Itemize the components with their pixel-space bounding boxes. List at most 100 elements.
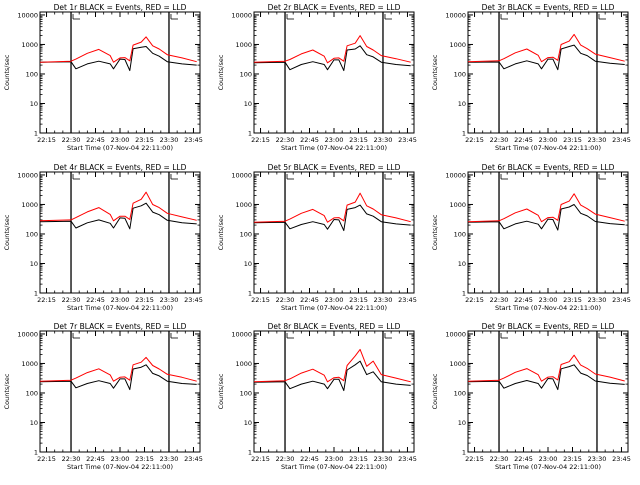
x-tick-label: 22:45 bbox=[514, 455, 533, 463]
x-tick-label: 23:00 bbox=[325, 455, 344, 463]
detector-chart: Det 6r BLACK = Events, RED = LLD Counts/s… bbox=[431, 163, 631, 312]
y-tick-label: 10 bbox=[458, 100, 466, 108]
y-tick-label: 1 bbox=[248, 130, 252, 138]
y-tick-label: 10 bbox=[30, 419, 38, 427]
x-tick-label: 22:30 bbox=[62, 136, 81, 144]
y-tick-label: 1000 bbox=[449, 41, 466, 49]
x-tick-label: 23:30 bbox=[374, 136, 393, 144]
events-series-line bbox=[39, 46, 197, 72]
y-tick-label: 100 bbox=[454, 389, 466, 397]
y-tick-label: 10000 bbox=[17, 11, 38, 19]
x-tick-label: 23:45 bbox=[612, 136, 631, 144]
plot-frame bbox=[253, 171, 415, 294]
x-tick-label: 22:45 bbox=[300, 296, 319, 304]
y-axis-label: Counts/sec bbox=[217, 54, 225, 90]
detector-chart: Det 8r BLACK = Events, RED = LLD Counts/s… bbox=[217, 322, 417, 471]
x-tick-label: 22:45 bbox=[86, 296, 105, 304]
y-tick-label: 10000 bbox=[17, 171, 38, 179]
plot-frame bbox=[39, 171, 201, 294]
x-tick-label: 22:15 bbox=[465, 296, 484, 304]
x-tick-label: 23:45 bbox=[398, 455, 417, 463]
x-tick-label: 22:45 bbox=[300, 455, 319, 463]
y-tick-label: 10 bbox=[458, 419, 466, 427]
x-axis-label: Start Time (07-Nov-04 22:11:00) bbox=[67, 463, 173, 471]
lld-series-line bbox=[467, 354, 625, 382]
x-tick-label: 23:45 bbox=[612, 455, 631, 463]
events-series-line bbox=[253, 204, 411, 232]
x-tick-label: 23:00 bbox=[325, 136, 344, 144]
y-axis-label: Counts/sec bbox=[431, 214, 439, 250]
x-tick-label: 23:00 bbox=[539, 455, 558, 463]
y-tick-label: 10000 bbox=[445, 171, 466, 179]
events-series-line bbox=[467, 364, 625, 391]
y-tick-label: 100 bbox=[240, 230, 252, 238]
x-tick-label: 22:45 bbox=[514, 296, 533, 304]
x-tick-label: 22:15 bbox=[465, 455, 484, 463]
y-tick-label: 1 bbox=[34, 449, 38, 457]
x-tick-label: 23:00 bbox=[111, 296, 130, 304]
lld-series-line bbox=[39, 356, 197, 382]
plot-frame bbox=[467, 11, 629, 134]
events-series-line bbox=[39, 364, 197, 391]
x-axis-label: Start Time (07-Nov-04 22:11:00) bbox=[495, 463, 601, 471]
chart-title: Det 2r BLACK = Events, RED = LLD bbox=[268, 3, 401, 12]
chart-title: Det 5r BLACK = Events, RED = LLD bbox=[268, 163, 401, 172]
y-tick-label: 1 bbox=[462, 130, 466, 138]
detector-chart: Det 3r BLACK = Events, RED = LLD Counts/s… bbox=[431, 3, 631, 152]
lld-series-line bbox=[467, 33, 625, 63]
x-tick-label: 22:45 bbox=[86, 136, 105, 144]
lld-series-line bbox=[253, 348, 411, 383]
plot-frame bbox=[467, 330, 629, 453]
events-series-line bbox=[253, 45, 411, 72]
y-tick-label: 1000 bbox=[21, 201, 38, 209]
x-tick-label: 22:45 bbox=[86, 455, 105, 463]
y-tick-label: 1000 bbox=[21, 360, 38, 368]
detector-chart: Det 7r BLACK = Events, RED = LLD Counts/s… bbox=[3, 322, 203, 471]
plot-frame bbox=[39, 330, 201, 453]
x-tick-label: 23:15 bbox=[135, 136, 154, 144]
y-tick-label: 10000 bbox=[445, 330, 466, 338]
y-tick-label: 100 bbox=[240, 70, 252, 78]
x-tick-label: 22:30 bbox=[62, 455, 81, 463]
x-tick-label: 23:15 bbox=[135, 455, 154, 463]
x-axis-label: Start Time (07-Nov-04 22:11:00) bbox=[67, 304, 173, 312]
y-tick-label: 100 bbox=[26, 230, 38, 238]
y-tick-label: 10000 bbox=[231, 171, 252, 179]
y-tick-label: 10000 bbox=[231, 330, 252, 338]
events-series-line bbox=[467, 204, 625, 231]
x-tick-label: 23:15 bbox=[563, 136, 582, 144]
y-tick-label: 1000 bbox=[449, 201, 466, 209]
x-tick-label: 22:30 bbox=[62, 296, 81, 304]
x-tick-label: 22:15 bbox=[37, 455, 56, 463]
x-axis-label: Start Time (07-Nov-04 22:11:00) bbox=[281, 304, 387, 312]
y-axis-label: Counts/sec bbox=[431, 54, 439, 90]
events-series-line bbox=[253, 360, 411, 392]
detector-chart: Det 9r BLACK = Events, RED = LLD Counts/s… bbox=[431, 322, 631, 471]
chart-title: Det 6r BLACK = Events, RED = LLD bbox=[482, 163, 615, 172]
y-tick-label: 1000 bbox=[235, 41, 252, 49]
detector-chart: Det 4r BLACK = Events, RED = LLD Counts/s… bbox=[3, 163, 203, 312]
y-axis-label: Counts/sec bbox=[3, 373, 11, 409]
y-tick-label: 10 bbox=[458, 260, 466, 268]
y-axis-label: Counts/sec bbox=[217, 214, 225, 250]
x-axis-label: Start Time (07-Nov-04 22:11:00) bbox=[495, 304, 601, 312]
x-tick-label: 22:30 bbox=[276, 455, 295, 463]
y-axis-label: Counts/sec bbox=[217, 373, 225, 409]
y-tick-label: 10 bbox=[30, 260, 38, 268]
y-tick-label: 10000 bbox=[445, 11, 466, 19]
x-tick-label: 23:45 bbox=[398, 136, 417, 144]
x-tick-label: 23:15 bbox=[349, 455, 368, 463]
y-axis-label: Counts/sec bbox=[3, 54, 11, 90]
y-tick-label: 100 bbox=[240, 389, 252, 397]
x-tick-label: 23:15 bbox=[349, 296, 368, 304]
x-tick-label: 23:00 bbox=[325, 296, 344, 304]
y-axis-label: Counts/sec bbox=[431, 373, 439, 409]
plot-frame bbox=[253, 330, 415, 453]
y-tick-label: 10000 bbox=[231, 11, 252, 19]
y-tick-label: 10 bbox=[244, 100, 252, 108]
chart-title: Det 7r BLACK = Events, RED = LLD bbox=[54, 322, 187, 331]
y-tick-label: 100 bbox=[26, 70, 38, 78]
y-tick-label: 1 bbox=[248, 449, 252, 457]
lld-series-line bbox=[253, 35, 411, 64]
